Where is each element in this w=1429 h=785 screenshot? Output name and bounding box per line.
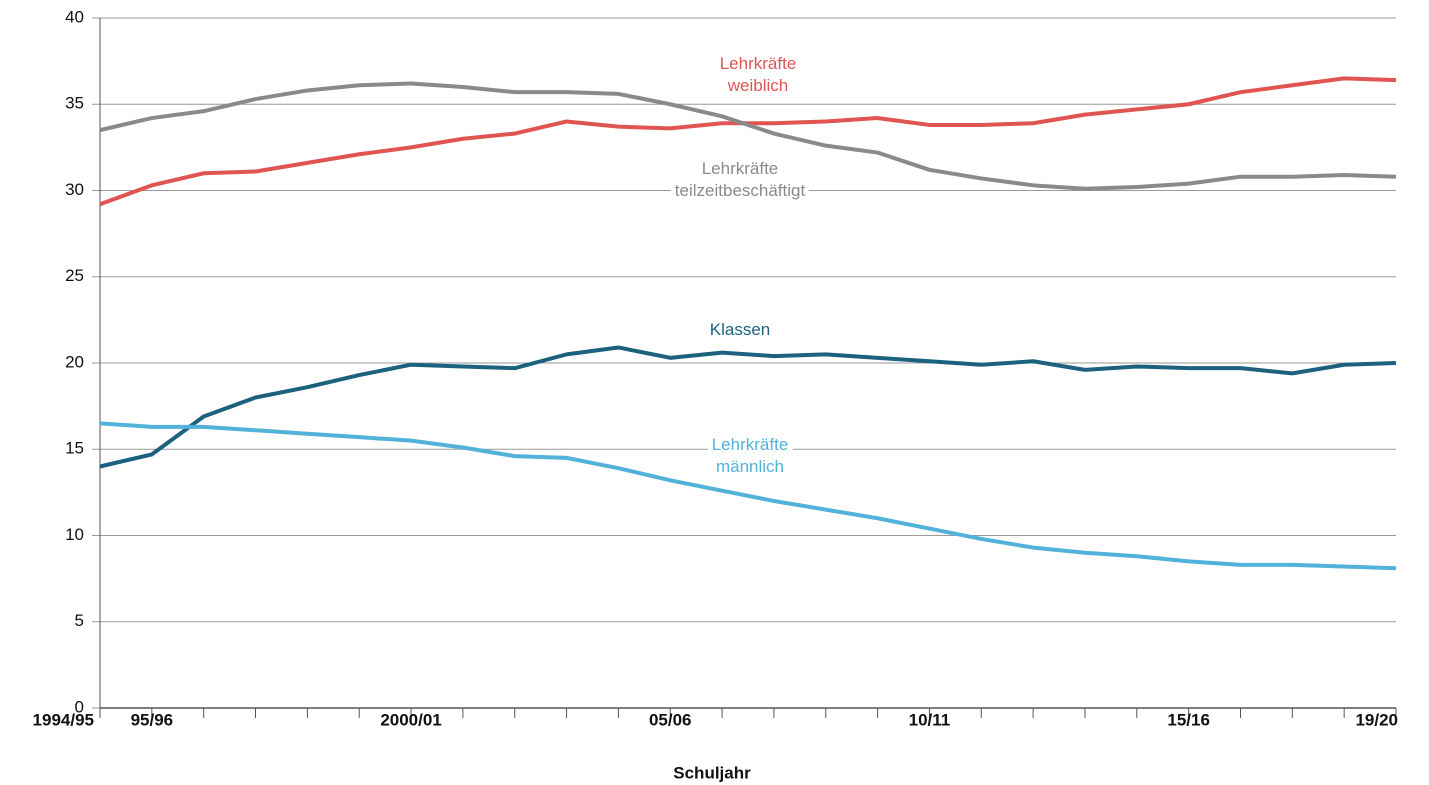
x-tick-label: 2000/01 [380,710,441,729]
y-tick-label: 30 [65,180,84,199]
y-tick-label: 25 [65,266,84,285]
y-tick-label: 10 [65,525,84,544]
x-axis-title: Schuljahr [673,763,751,782]
y-tick-label: 35 [65,94,84,113]
series-line [99,345,1397,469]
y-tick-label: 0 [75,697,84,716]
x-tick-label: 19/20 [1355,710,1398,729]
series-label: Lehrkräfte männlich [707,434,793,478]
x-tick-label: 10/11 [909,710,951,729]
y-tick-label: 15 [65,439,84,458]
y-tick-label: 20 [65,352,84,371]
series-line [99,81,1397,191]
x-tick-label: 15/16 [1167,710,1210,729]
series-label: Lehrkräfte weiblich [715,53,801,97]
series-label: Klassen [705,319,775,341]
y-tick-label: 40 [65,7,84,26]
x-tick-label: 05/06 [649,710,692,729]
y-tick-label: 5 [75,611,84,630]
x-tick-label: 95/96 [131,710,174,729]
x-tick-label: 1994/95 [33,710,94,729]
series-line [99,421,1397,571]
series-label: Lehrkräfte teilzeitbeschäftigt [670,158,810,202]
